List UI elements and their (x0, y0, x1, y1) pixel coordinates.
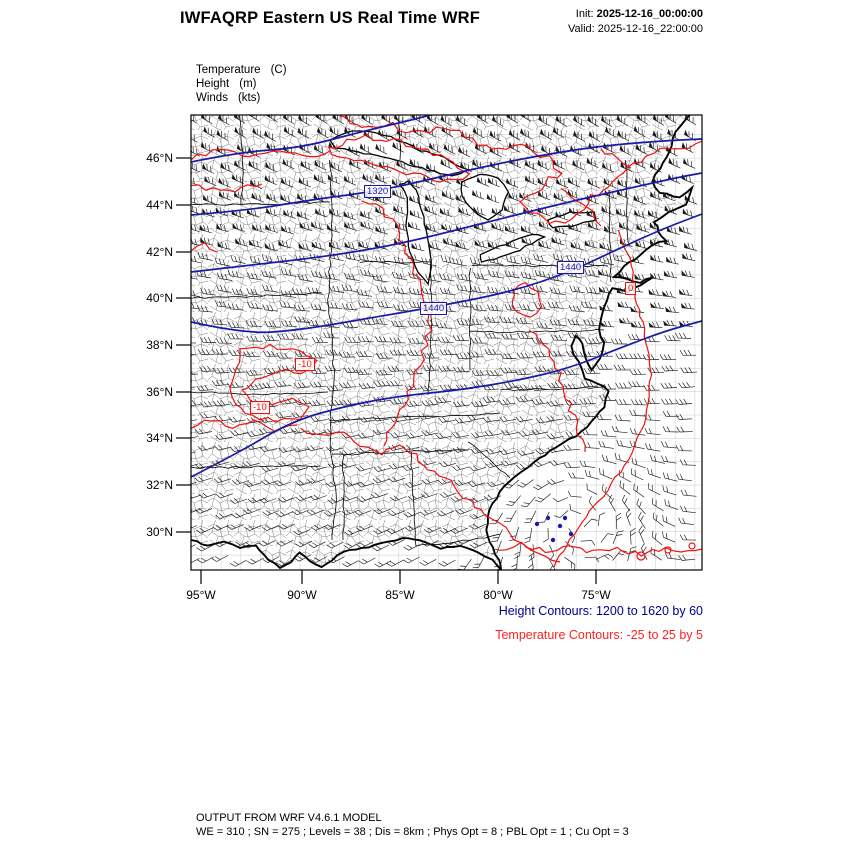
lat-axis-label: 36°N (146, 385, 173, 399)
temperature-contour-label: -10 (295, 358, 315, 371)
footer: OUTPUT FROM WRF V4.6.1 MODEL WE = 310 ; … (196, 812, 629, 839)
lat-axis-label: 34°N (146, 431, 173, 445)
height-contour-label: 1440 (557, 261, 585, 274)
temperature-contour-label: -10 (250, 401, 270, 414)
legend-unit: (kts) (237, 92, 261, 104)
height-contour-label: 1320 (364, 185, 392, 198)
map-frame (176, 114, 703, 584)
temperature-contour-label: 0 (625, 282, 637, 295)
lat-axis-label: 40°N (146, 291, 173, 305)
valid-label: Valid: (568, 22, 595, 35)
init-valid-block: Init: 2025-12-16_00:00:00 Valid: 2025-12… (568, 7, 703, 36)
lon-axis-label: 90°W (287, 588, 317, 602)
legend-unit: (C) (270, 64, 287, 76)
init-value: 2025-12-16_00:00:00 (596, 8, 703, 20)
lon-axis-label: 95°W (186, 588, 216, 602)
lon-axis-label: 80°W (483, 588, 513, 602)
lat-axis-label: 42°N (146, 245, 173, 259)
legend-unit: (m) (239, 78, 257, 90)
lon-axis-label: 85°W (385, 588, 415, 602)
valid-value: 2025-12-16_22:00:00 (597, 22, 703, 35)
lat-axis-label: 30°N (146, 525, 173, 539)
legend-row-height: Height (m) (196, 77, 287, 91)
temperature-contours-caption: Temperature Contours: -25 to 25 by 5 (495, 628, 703, 642)
lat-axis-label: 44°N (146, 198, 173, 212)
plot-title: IWFAQRP Eastern US Real Time WRF (179, 9, 481, 27)
footer-config-line: WE = 310 ; SN = 275 ; Levels = 38 ; Dis … (196, 825, 629, 838)
height-contour-label: 1440 (420, 302, 448, 315)
lat-axis-label: 46°N (146, 151, 173, 165)
legend-variable: Temperature (196, 64, 261, 76)
variables-legend: Temperature (C) Height (m) Winds (kts) (196, 63, 287, 105)
lon-axis-label: 75°W (581, 588, 611, 602)
legend-variable: Winds (196, 92, 228, 104)
init-time-row: Init: 2025-12-16_00:00:00 (568, 7, 703, 22)
lat-axis-label: 38°N (146, 338, 173, 352)
init-label: Init: (575, 8, 594, 20)
lat-axis-label: 32°N (146, 478, 173, 492)
map-layers (191, 115, 702, 570)
footer-model-line: OUTPUT FROM WRF V4.6.1 MODEL (196, 812, 382, 824)
valid-time-row: Valid: 2025-12-16_22:00:00 (568, 22, 703, 37)
legend-variable: Height (196, 78, 230, 90)
height-contours-caption: Height Contours: 1200 to 1620 by 60 (498, 604, 703, 618)
legend-row-winds: Winds (kts) (196, 91, 287, 105)
legend-row-temperature: Temperature (C) (196, 63, 287, 77)
